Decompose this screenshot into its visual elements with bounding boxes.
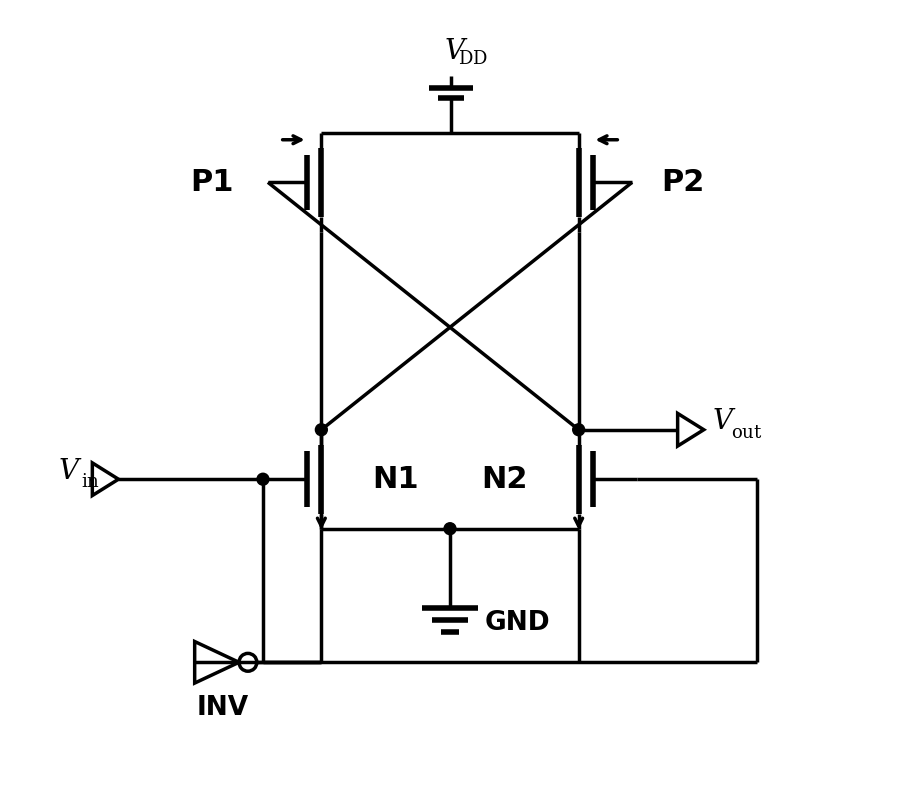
- Text: GND: GND: [484, 610, 550, 636]
- Circle shape: [444, 523, 456, 534]
- Text: $\mathregular{V}$: $\mathregular{V}$: [712, 408, 736, 435]
- Text: $\mathregular{V}$: $\mathregular{V}$: [444, 38, 468, 65]
- Text: N1: N1: [373, 465, 419, 494]
- Circle shape: [257, 473, 269, 485]
- Text: INV: INV: [197, 695, 248, 721]
- Text: N2: N2: [481, 465, 528, 494]
- Text: P1: P1: [190, 168, 235, 197]
- Text: $\mathregular{DD}$: $\mathregular{DD}$: [458, 49, 488, 68]
- Text: $\mathregular{out}$: $\mathregular{out}$: [732, 424, 763, 441]
- Circle shape: [573, 424, 584, 436]
- Text: P2: P2: [661, 168, 704, 197]
- Circle shape: [316, 424, 327, 436]
- Text: $\mathregular{V}$: $\mathregular{V}$: [58, 458, 82, 485]
- Text: $\mathregular{in}$: $\mathregular{in}$: [81, 473, 100, 491]
